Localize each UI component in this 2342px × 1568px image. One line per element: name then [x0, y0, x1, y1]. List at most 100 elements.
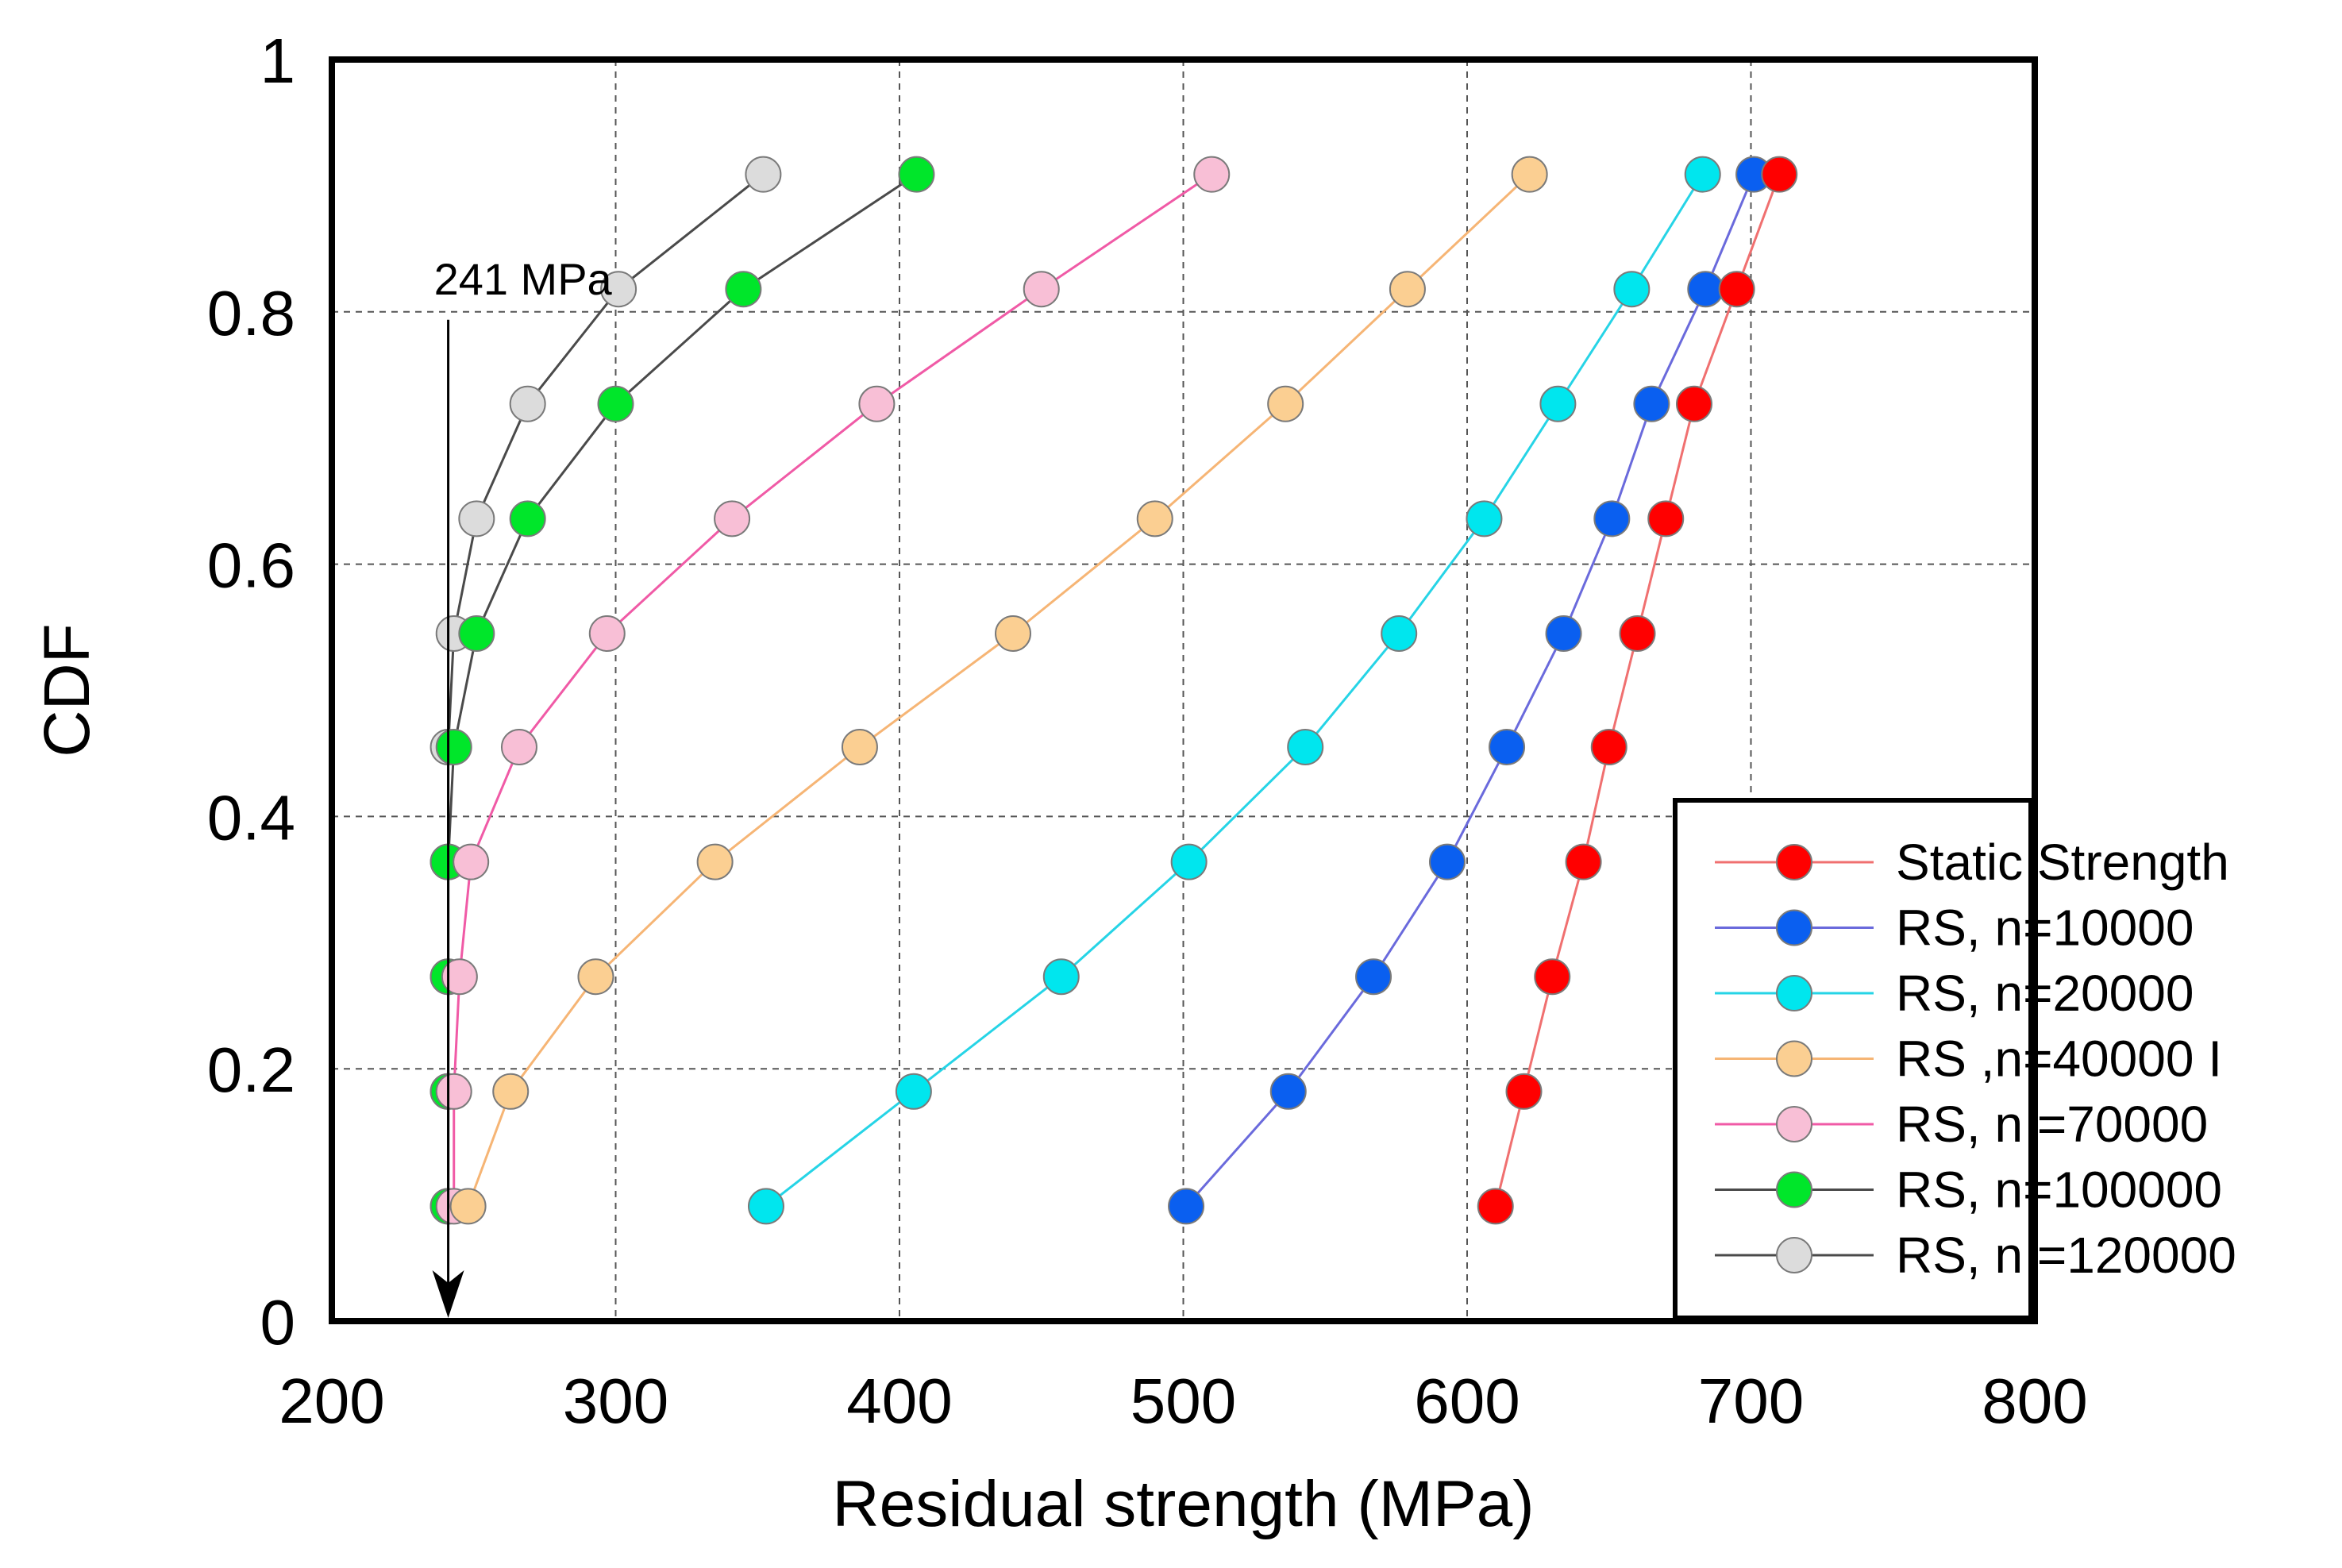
data-point: [1534, 958, 1571, 996]
data-point: [1168, 1188, 1205, 1225]
data-point: [1647, 500, 1685, 537]
series-rs-n-70000: [435, 156, 1231, 1225]
data-point: [1477, 1188, 1514, 1225]
legend: Static Strength RS, n=10000 RS, n=20000 RS …: [1673, 798, 2236, 1320]
legend-marker: [1776, 909, 1812, 946]
data-point: [509, 385, 546, 422]
data-point: [441, 958, 478, 996]
data-point: [1545, 614, 1582, 652]
data-point: [747, 1188, 784, 1225]
y-tick-label: 1: [260, 25, 296, 96]
data-point: [1511, 156, 1548, 193]
data-point: [745, 156, 782, 193]
data-point: [435, 1073, 472, 1110]
data-point: [1676, 385, 1712, 422]
legend-label: RS ,n=40000 I: [1896, 1031, 2222, 1088]
series-rs-n-40000-i: [449, 156, 1548, 1225]
data-point: [895, 1073, 932, 1110]
legend-label: Static Strength: [1896, 834, 2229, 891]
series-line: [765, 173, 1704, 1208]
series-rs-n-100000: [429, 156, 935, 1225]
x-tick-label: 800: [1982, 1366, 2087, 1436]
data-point: [1269, 1073, 1307, 1110]
data-point: [509, 500, 546, 537]
data-point: [1023, 271, 1060, 308]
data-point: [1539, 385, 1577, 422]
data-point: [841, 729, 878, 766]
data-point: [1389, 271, 1426, 308]
legend-marker: [1776, 844, 1812, 880]
data-point: [1613, 271, 1651, 308]
data-point: [1136, 500, 1173, 537]
legend-label: RS, n =120000: [1896, 1227, 2236, 1284]
x-tick-label: 300: [563, 1366, 668, 1436]
data-point: [458, 614, 495, 652]
data-point: [453, 843, 490, 880]
data-point: [1633, 385, 1670, 422]
y-tick-label: 0: [260, 1287, 296, 1358]
annotation-arrow-head: [432, 1270, 464, 1318]
data-point: [435, 729, 472, 766]
legend-marker: [1776, 1171, 1812, 1208]
x-tick-label: 600: [1414, 1366, 1520, 1436]
series-static-strength: [1477, 156, 1798, 1225]
data-point: [600, 271, 638, 308]
plot-frame: [329, 56, 2038, 1324]
x-tick-label: 700: [1698, 1366, 1804, 1436]
x-tick-label: 400: [846, 1366, 952, 1436]
legend-label: RS, n =70000: [1896, 1096, 2208, 1153]
data-point: [898, 156, 935, 193]
data-point: [588, 614, 626, 652]
legend-marker: [1776, 1237, 1812, 1273]
legend-marker: [1776, 975, 1812, 1011]
data-point: [1590, 729, 1627, 766]
data-point: [1355, 958, 1392, 996]
series-line: [1184, 174, 1755, 1208]
series-rs-n-120000: [429, 156, 782, 1225]
legend-label: RS, n=10000: [1896, 900, 2194, 957]
x-tick-label: 200: [279, 1366, 384, 1436]
y-tick-label: 0.4: [207, 782, 295, 853]
data-point: [1489, 729, 1526, 766]
y-tick-label: 0.6: [207, 530, 295, 601]
data-point: [449, 1188, 487, 1225]
data-point: [1381, 614, 1418, 652]
x-axis-label: Residual strength (MPa): [832, 1468, 1534, 1540]
x-tick-label: 500: [1131, 1366, 1236, 1436]
data-point: [725, 271, 762, 308]
data-point: [1761, 156, 1798, 193]
data-point: [696, 843, 734, 880]
legend-marker: [1776, 1040, 1812, 1077]
data-point: [1267, 385, 1304, 422]
y-tick-label: 0.2: [207, 1034, 295, 1105]
data-point: [1193, 156, 1231, 193]
data-point: [1687, 271, 1724, 308]
data-point: [1170, 843, 1208, 880]
data-point: [458, 500, 495, 537]
series-rs-n-20000: [747, 156, 1721, 1225]
legend-label: RS, n=20000: [1896, 965, 2194, 1022]
annotation-label: 241 MPa: [434, 254, 613, 304]
legend-label: RS, n=100000: [1896, 1162, 2222, 1219]
annotation-group: 241 MPa: [432, 254, 613, 1318]
series-line: [453, 173, 1213, 1207]
tick-labels: 200 300 400 500 600 700 800 0 0.2 0.4 0.6 0.8 1: [207, 25, 2088, 1436]
data-point: [1466, 500, 1503, 537]
data-point: [1042, 958, 1080, 996]
data-point: [1593, 500, 1631, 537]
data-point: [995, 614, 1031, 652]
data-point: [500, 729, 537, 766]
data-point: [492, 1073, 530, 1110]
data-point: [1619, 614, 1656, 652]
series-line: [1494, 174, 1781, 1207]
series-group: [429, 156, 1798, 1225]
data-point: [858, 385, 896, 422]
data-point: [597, 385, 634, 422]
data-point: [1287, 729, 1324, 766]
series-line: [467, 173, 1531, 1207]
data-point: [1428, 843, 1466, 880]
series-line: [447, 173, 918, 1207]
data-point: [1684, 156, 1721, 193]
data-point: [577, 958, 614, 996]
